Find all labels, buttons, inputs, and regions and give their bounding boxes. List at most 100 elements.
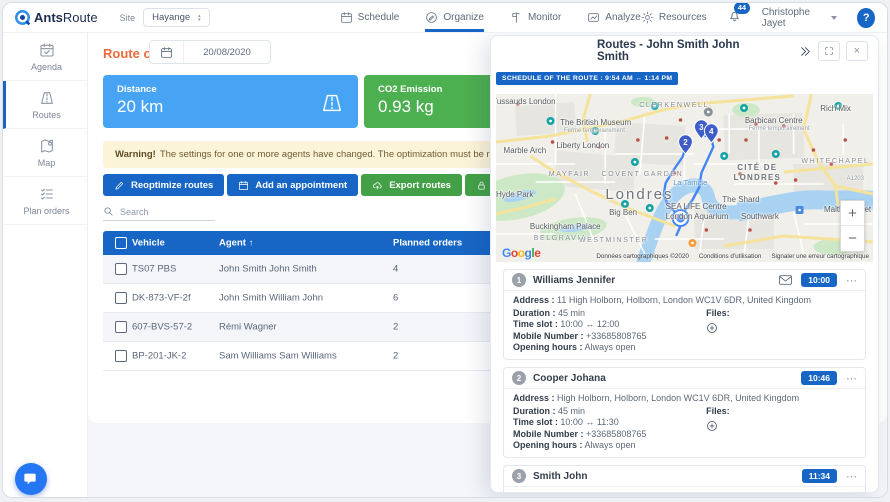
row-checkbox[interactable] (115, 263, 127, 275)
address-label: Address : (513, 393, 555, 403)
envelope-icon[interactable] (779, 275, 792, 285)
map-label: Fermé temporairement (749, 126, 810, 132)
antsroute-logo-icon (15, 10, 30, 25)
collapse-panel-button[interactable] (799, 45, 812, 58)
stop-details: Address : High Holborn, Holborn, London … (504, 389, 865, 457)
date-picker-calendar-button[interactable] (150, 41, 184, 63)
distance-card-value: 20 km (117, 97, 344, 117)
select-all-checkbox[interactable] (115, 237, 127, 249)
stop-header[interactable]: 3 Smith John 11:34 ⋯ (504, 466, 865, 487)
stop-header[interactable]: 2 Cooper Johana 10:46 ⋯ (504, 368, 865, 389)
address-label: Address : (513, 295, 555, 305)
nav-monitor[interactable]: Monitor (510, 3, 561, 32)
map-label: Fermé temporairement (564, 128, 625, 134)
map-label: A1203 (847, 176, 864, 182)
expand-panel-button[interactable] (818, 41, 840, 61)
export-routes-button[interactable]: Export routes (361, 174, 462, 196)
chat-widget-button[interactable] (15, 463, 47, 495)
cell-agent: Rémi Wagner (219, 322, 277, 333)
stop-time-badge: 10:46 (801, 371, 837, 385)
map-label: Southwark (741, 212, 779, 221)
calendar-icon (238, 180, 249, 191)
map-label: Tussauds London (496, 97, 556, 106)
zoom-in-button[interactable]: + (841, 201, 864, 226)
nav-schedule[interactable]: Schedule (340, 3, 400, 32)
stop-header[interactable]: 1 Williams Jennifer 10:00 ⋯ (504, 270, 865, 291)
schedule-calendar-icon (340, 11, 353, 24)
mobile-value: +33685808765 (586, 331, 646, 341)
cell-planned-orders: 2 (393, 351, 398, 362)
stop-number-badge: 3 (512, 469, 526, 483)
site-selector-value: Hayange (152, 12, 190, 23)
sidebar-item-routes[interactable]: Routes (3, 81, 87, 129)
user-name: Christophe Jayet (762, 7, 827, 29)
warning-text: The settings for one or more agents have… (160, 149, 527, 160)
nav-label: Resources (659, 12, 707, 23)
stop-menu-button[interactable]: ⋯ (846, 372, 857, 385)
reoptimize-routes-button[interactable]: Reoptimize routes (103, 174, 224, 196)
site-selector[interactable]: Hayange ▴▾ (143, 8, 210, 27)
notifications-button[interactable]: 44 (727, 8, 742, 28)
map-attribution: Données cartographiques ©2020 Conditions… (596, 253, 869, 260)
stop-number-badge: 1 (512, 273, 526, 287)
table-search (103, 206, 215, 221)
map-label: Rich Mix (820, 104, 851, 113)
route-map[interactable]: 3 4 2 Tussauds LondonCLERKENWELLRich Mix… (496, 94, 873, 262)
map-label: COVENT GARDEN (602, 171, 684, 178)
timeslot-value: 10:00 ↔ 11:30 (560, 417, 618, 427)
add-appointment-button[interactable]: Add an appointment (227, 174, 358, 196)
nav-organize[interactable]: Organize (425, 3, 484, 32)
row-checkbox[interactable] (115, 350, 127, 362)
add-file-button[interactable] (706, 420, 718, 432)
timeslot-label: Time slot : (513, 417, 558, 427)
map-canvas: Tussauds LondonCLERKENWELLRich MixThe Br… (496, 94, 873, 262)
column-agent[interactable]: Agent↑ (219, 238, 253, 249)
stop-menu-button[interactable]: ⋯ (846, 274, 857, 287)
schedule-of-route-badge: SCHEDULE OF THE ROUTE : 9:54 AM ↔ 1:14 P… (496, 72, 678, 85)
sidebar-item-agenda[interactable]: Agenda (3, 33, 87, 81)
map-label: Marble Arch (504, 146, 547, 155)
distance-card: Distance 20 km (103, 75, 358, 128)
duration-label: Duration : (513, 308, 556, 318)
zoom-out-button[interactable]: − (841, 226, 864, 251)
hours-label: Opening hours : (513, 342, 583, 352)
close-panel-button[interactable]: × (846, 41, 868, 61)
files-label: Files: (706, 308, 730, 318)
duration-value: 45 min (558, 308, 585, 318)
stop-menu-button[interactable]: ⋯ (846, 470, 857, 483)
brand-route: Route (63, 10, 98, 25)
sidebar-item-plan-orders[interactable]: Plan orders (3, 177, 87, 225)
row-checkbox[interactable] (115, 292, 127, 304)
nav-label: Monitor (528, 12, 561, 23)
add-file-button[interactable] (706, 322, 718, 334)
user-menu[interactable]: Christophe Jayet (762, 7, 838, 29)
column-vehicle: Vehicle (132, 238, 165, 249)
cloud-upload-icon (372, 180, 383, 191)
nav-resources[interactable]: Resources (641, 11, 707, 24)
row-checkbox[interactable] (115, 321, 127, 333)
left-sidebar: Agenda Routes Map Plan orders (3, 33, 88, 497)
cell-vehicle: DK-873-VF-2f (132, 293, 191, 304)
organize-icon (425, 11, 438, 24)
map-label: MAYFAIR (549, 171, 590, 178)
nav-label: Schedule (358, 12, 400, 23)
report-map-error-link[interactable]: Signaler une erreur cartographique (771, 253, 869, 260)
mobile-label: Mobile Number : (513, 331, 584, 341)
sidebar-item-label: Plan orders (23, 206, 69, 216)
date-picker[interactable]: 20/08/2020 (149, 40, 271, 64)
stops-list: 1 Williams Jennifer 10:00 ⋯ Address : 1 1… (491, 262, 878, 492)
app-window: AntsRoute Site Hayange ▴▾ Schedule Organ… (2, 2, 888, 498)
main-nav: Schedule Organize Monitor Analyze (340, 3, 641, 32)
map-label: CITÉ DE (737, 163, 777, 172)
nav-analyze[interactable]: Analyze (587, 3, 641, 32)
help-button[interactable]: ? (857, 8, 875, 28)
cell-planned-orders: 2 (393, 322, 398, 333)
cell-vehicle: 607-BVS-57-2 (132, 322, 192, 333)
map-data-copyright: Données cartographiques ©2020 (596, 253, 689, 260)
road-icon (39, 90, 55, 106)
chevron-down-icon (831, 16, 837, 20)
sidebar-item-map[interactable]: Map (3, 129, 87, 177)
button-label: Add an appointment (255, 180, 347, 191)
search-input[interactable] (120, 207, 200, 217)
terms-of-use-link[interactable]: Conditions d'utilisation (699, 253, 761, 260)
